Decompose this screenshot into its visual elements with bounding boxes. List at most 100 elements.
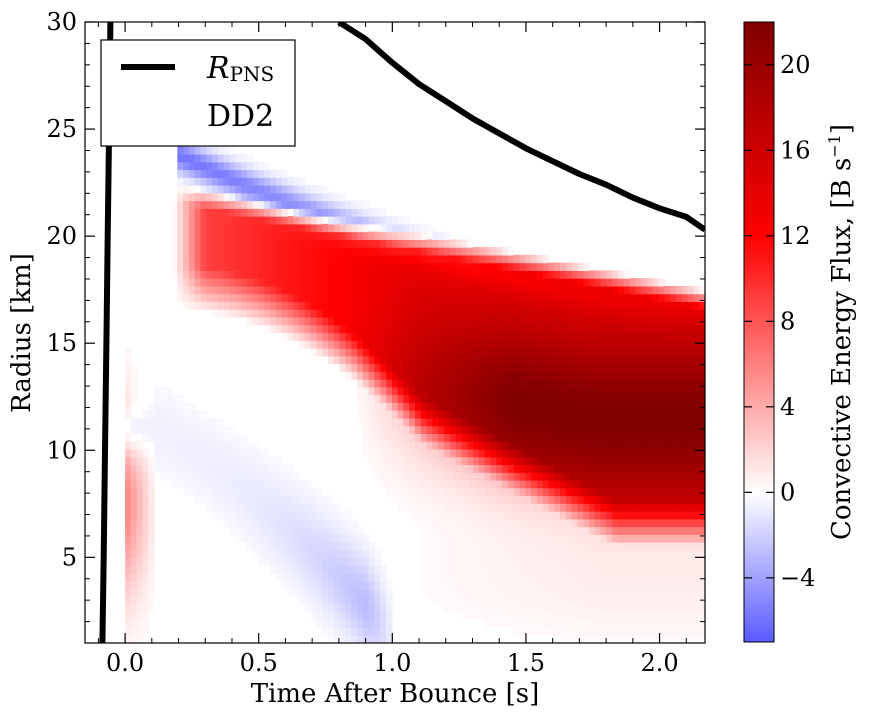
- heatmap-cell: [519, 371, 526, 380]
- heatmap-cell: [391, 293, 399, 303]
- heatmap-cell: [310, 254, 318, 264]
- heatmap-cell: [565, 448, 573, 458]
- heatmap-cell: [484, 371, 492, 380]
- heatmap-cell: [635, 324, 642, 334]
- heatmap-cell: [618, 309, 625, 318]
- heatmap-cell: [444, 495, 451, 504]
- heatmap-cell: [229, 456, 236, 466]
- heatmap-cell: [478, 495, 486, 504]
- heatmap-cell: [206, 254, 213, 264]
- heatmap-cell: [565, 526, 573, 535]
- heatmap-cell: [264, 223, 271, 233]
- heatmap-cell: [658, 518, 666, 528]
- heatmap-cell: [681, 386, 689, 396]
- heatmap-cell: [542, 518, 550, 528]
- heatmap-cell: [426, 239, 434, 248]
- heatmap-cell: [183, 285, 190, 295]
- heatmap-cell: [484, 254, 492, 264]
- heatmap-cell: [629, 293, 637, 303]
- heatmap-cell: [374, 208, 381, 217]
- heatmap-cell: [490, 386, 497, 396]
- heatmap-cell: [577, 324, 584, 334]
- heatmap-cell: [507, 285, 515, 295]
- heatmap-cell: [270, 293, 277, 303]
- heatmap-cell: [223, 511, 231, 520]
- heatmap-cell: [554, 379, 561, 388]
- heatmap-cell: [444, 542, 451, 551]
- heatmap-cell: [252, 526, 260, 535]
- heatmap-cell: [287, 542, 294, 551]
- heatmap-cell: [287, 185, 294, 194]
- heatmap-cell: [548, 534, 555, 543]
- heatmap-cell: [531, 479, 538, 489]
- heatmap-cell: [270, 557, 277, 566]
- heatmap-cell: [287, 254, 294, 264]
- heatmap-cell: [229, 208, 236, 217]
- heatmap-cell: [681, 596, 689, 605]
- heatmap-cell: [194, 177, 202, 186]
- heatmap-cell: [136, 619, 144, 629]
- heatmap-cell: [304, 542, 312, 551]
- heatmap-cell: [478, 410, 486, 419]
- heatmap-cell: [420, 355, 428, 365]
- heatmap-cell: [507, 355, 515, 365]
- heatmap-cell: [351, 573, 358, 582]
- heatmap-cell: [513, 417, 521, 427]
- heatmap-cell: [328, 580, 335, 590]
- heatmap-cell: [455, 270, 463, 279]
- heatmap-cell: [206, 169, 213, 178]
- heatmap-cell: [560, 402, 567, 411]
- heatmap-cell: [409, 425, 416, 435]
- heatmap-cell: [357, 340, 364, 349]
- heatmap-cell: [275, 534, 283, 543]
- heatmap-cell: [287, 479, 294, 489]
- heatmap-cell: [525, 596, 532, 605]
- heatmap-cell: [130, 417, 138, 427]
- heatmap-cell: [519, 441, 526, 450]
- heatmap-cell: [629, 549, 637, 559]
- heatmap-cell: [362, 402, 370, 411]
- heatmap-cell: [270, 542, 277, 551]
- heatmap-cell: [357, 386, 364, 396]
- heatmap-cell: [548, 363, 555, 372]
- heatmap-cell: [461, 503, 468, 512]
- heatmap-cell: [125, 565, 132, 574]
- heatmap-cell: [519, 611, 526, 621]
- heatmap-cell: [496, 417, 503, 427]
- heatmap-cell: [490, 379, 497, 388]
- heatmap-cell: [502, 410, 509, 419]
- heatmap-cell: [264, 216, 271, 225]
- heatmap-cell: [206, 472, 213, 481]
- heatmap-cell: [577, 635, 584, 643]
- heatmap-cell: [467, 371, 474, 380]
- heatmap-cell: [531, 588, 538, 598]
- heatmap-cell: [212, 254, 219, 264]
- heatmap-cell: [560, 472, 567, 481]
- heatmap-cell: [380, 309, 387, 318]
- heatmap-cell: [426, 379, 434, 388]
- heatmap-cell: [525, 348, 532, 357]
- heatmap-cell: [339, 270, 347, 279]
- heatmap-cell: [670, 479, 677, 489]
- heatmap-cell: [391, 216, 399, 225]
- heatmap-cell: [618, 511, 625, 520]
- heatmap-cell: [351, 355, 358, 365]
- heatmap-cell: [380, 472, 387, 481]
- heatmap-cell: [536, 379, 544, 388]
- heatmap-cell: [391, 448, 399, 458]
- heatmap-cell: [217, 208, 225, 217]
- heatmap-cell: [415, 262, 422, 271]
- heatmap-cell: [386, 596, 393, 605]
- heatmap-cell: [449, 526, 457, 535]
- heatmap-cell: [577, 348, 584, 357]
- heatmap-cell: [328, 208, 335, 217]
- heatmap-cell: [374, 635, 381, 643]
- heatmap-cell: [681, 619, 689, 629]
- heatmap-cell: [200, 417, 207, 427]
- heatmap-cell: [415, 332, 422, 341]
- heatmap-cell: [328, 511, 335, 520]
- heatmap-cell: [310, 495, 318, 504]
- heatmap-cell: [507, 479, 515, 489]
- heatmap-cell: [600, 464, 608, 473]
